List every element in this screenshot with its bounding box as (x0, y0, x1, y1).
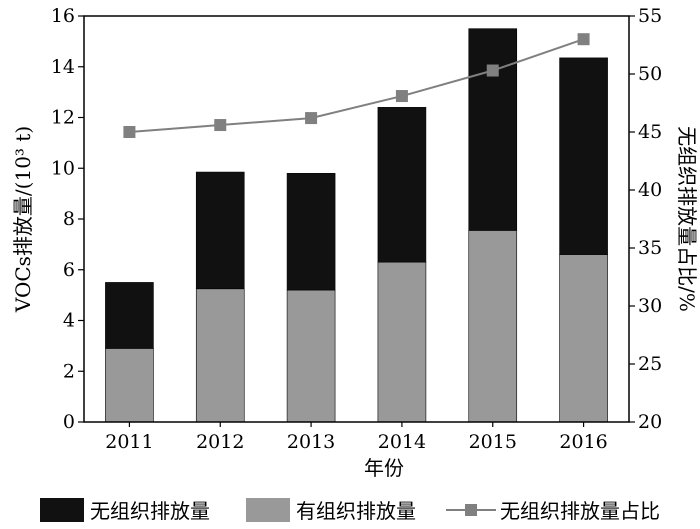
right-tick-label-55: 55 (638, 5, 662, 27)
x-tick-label-2015: 2015 (469, 431, 517, 453)
legend: 无组织排放量 有组织排放量 无组织排放量占比 (40, 498, 660, 523)
left-tick-label-12: 12 (51, 107, 75, 129)
x-tick-label-2016: 2016 (559, 431, 607, 453)
ratio-marker-2012 (214, 119, 227, 132)
ratio-marker-2011 (123, 126, 136, 138)
right-axis-title: 无组织排放量占比/% (675, 126, 699, 312)
ratio-marker-2015 (486, 64, 499, 77)
left-tick-label-4: 4 (63, 310, 75, 332)
ratio-line (129, 38, 584, 133)
left-tick-label-8: 8 (63, 208, 75, 230)
legend-label-unorganized: 无组织排放量 (90, 499, 210, 523)
right-tick-label-45: 45 (638, 121, 662, 143)
legend-swatch-organized (246, 498, 290, 522)
right-tick-label-20: 20 (638, 411, 662, 433)
left-tick-label-0: 0 (63, 411, 75, 433)
bar-unorganized-2016 (559, 57, 608, 255)
legend-swatch-unorganized (40, 498, 84, 522)
x-axis-ticks: 2011 2012 2013 2014 2015 2016 (105, 422, 608, 453)
bar-organized-2013 (286, 289, 336, 423)
bar-unorganized-2015 (468, 28, 518, 231)
right-tick-label-35: 35 (638, 237, 662, 259)
bar-unorganized-2014 (377, 107, 427, 263)
left-tick-label-16: 16 (51, 5, 75, 27)
left-tick-label-14: 14 (51, 56, 75, 78)
bar-unorganized-2011 (105, 282, 154, 349)
right-tick-label-50: 50 (638, 63, 662, 85)
left-tick-label-10: 10 (51, 157, 75, 179)
ratio-marker-2014 (395, 90, 408, 103)
bar-unorganized-2013 (286, 173, 336, 291)
ratio-marker-2016 (577, 33, 590, 46)
legend-label-ratio: 无组织排放量占比 (500, 499, 660, 523)
bars-layer (105, 28, 608, 423)
bar-unorganized-2012 (195, 171, 245, 290)
bar-organized-2011 (105, 348, 154, 423)
left-axis-title: VOCs排放量/(10³ t) (11, 126, 35, 313)
right-axis-ticks: 20 25 30 35 40 45 50 55 (629, 5, 662, 433)
x-tick-label-2011: 2011 (105, 431, 153, 453)
left-tick-label-2: 2 (63, 360, 75, 382)
bar-organized-2014 (377, 261, 427, 423)
bar-organized-2015 (468, 230, 518, 423)
x-tick-label-2012: 2012 (196, 431, 244, 453)
ratio-line-layer (123, 33, 590, 138)
ratio-marker-2013 (305, 112, 318, 125)
legend-label-organized: 有组织排放量 (296, 499, 416, 523)
bar-organized-2012 (195, 288, 245, 423)
left-tick-label-6: 6 (63, 259, 75, 281)
x-tick-label-2013: 2013 (287, 431, 335, 453)
legend-marker-ratio (465, 504, 477, 516)
left-axis-ticks: 0 2 4 6 8 10 12 14 16 (51, 5, 84, 433)
right-tick-label-40: 40 (638, 179, 662, 201)
right-tick-label-25: 25 (638, 353, 662, 375)
plot-frame (83, 15, 630, 423)
x-tick-label-2014: 2014 (378, 431, 426, 453)
x-axis-title: 年份 (364, 456, 404, 480)
right-tick-label-30: 30 (638, 295, 662, 317)
bar-organized-2016 (559, 254, 608, 423)
